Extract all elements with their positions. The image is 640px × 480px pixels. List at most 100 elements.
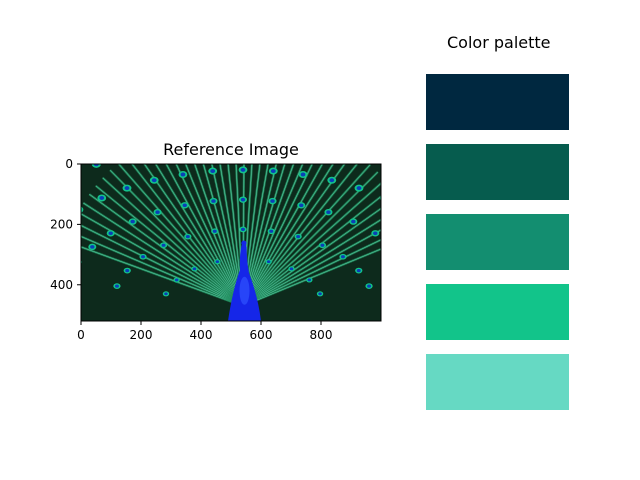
feather-eye — [414, 275, 422, 281]
feather-quill-highlight — [81, 213, 244, 307]
feather-quill-highlight — [155, 164, 244, 307]
feather-eye-center — [351, 219, 356, 224]
feather-eye-center — [141, 255, 146, 259]
feather-eye-center — [382, 196, 387, 200]
reference-image-title: Reference Image — [163, 140, 299, 159]
x-tick-label: 0 — [77, 328, 85, 342]
y-tick-label: 200 — [50, 217, 73, 231]
feather-quill-highlight — [109, 169, 244, 307]
feather-eye-center — [296, 234, 301, 239]
feather-eye — [15, 267, 24, 274]
feather-quill-highlight — [242, 208, 381, 307]
feather-eye — [358, 152, 367, 159]
x-tick-label: 400 — [190, 328, 213, 342]
feather-eye — [119, 152, 128, 159]
feather-eye-center — [269, 229, 274, 233]
feather-eye-center — [392, 245, 396, 249]
feather-eye — [403, 206, 412, 213]
feather-eye — [404, 259, 412, 265]
feather-quill-highlight — [242, 164, 334, 307]
feather-quill-highlight — [219, 164, 244, 306]
feather-eye-center — [45, 184, 50, 188]
feather-eye-center — [124, 186, 130, 191]
feather-quill-highlight — [242, 239, 381, 307]
palette-swatch — [426, 354, 569, 410]
feather-quill-highlight — [102, 177, 244, 307]
feather-eye-center — [174, 278, 179, 282]
feather-eye-center — [5, 212, 10, 216]
feather-eye-center — [240, 167, 246, 172]
feather-eye — [300, 140, 309, 147]
feather-quill-highlight — [81, 225, 244, 307]
feather-eye-center — [76, 260, 80, 264]
feather-eye-center — [413, 172, 418, 176]
peacock-body-highlight — [239, 276, 250, 305]
feather-eye-center — [212, 229, 217, 233]
feather-eye-center — [68, 172, 73, 176]
feather-eye-center — [16, 269, 21, 273]
palette-swatch — [426, 284, 569, 340]
feather-eye-center — [185, 234, 190, 239]
feather-quill-highlight — [211, 164, 244, 306]
peacock-head — [241, 240, 247, 246]
feather-eye-center — [210, 169, 216, 174]
feather-eye-center — [373, 231, 378, 236]
feather-eye — [390, 244, 398, 250]
feather-eye-center — [406, 260, 410, 264]
feather-eye-center — [320, 243, 325, 247]
feather-eye-center — [114, 284, 119, 288]
feather-eye-center — [215, 260, 220, 264]
feather-eye — [38, 234, 47, 241]
feather-quill-highlight — [242, 196, 381, 307]
feather-eye — [411, 171, 420, 178]
feather-eye — [3, 210, 12, 217]
palette-swatch — [426, 214, 569, 270]
feather-eye — [329, 145, 338, 152]
feather-quill-highlight — [242, 164, 294, 306]
feather-eye — [24, 250, 33, 257]
feather-eye-center — [108, 231, 113, 236]
feather-eye-center — [93, 164, 99, 167]
feather-eye-center — [387, 162, 392, 166]
feather-quill-highlight — [203, 164, 244, 306]
feather-quill-highlight — [175, 164, 244, 307]
feather-eye-center — [289, 267, 294, 271]
feather-quill-highlight — [89, 194, 244, 307]
feather-eye-center — [161, 243, 166, 247]
feather-eye-center — [121, 154, 126, 158]
feather-quill-highlight — [242, 219, 381, 307]
x-tick-label: 600 — [250, 328, 273, 342]
feather-eye-center — [299, 203, 304, 208]
feather-quill-highlight — [242, 183, 381, 307]
feather-eye-center — [405, 208, 410, 212]
feather-quill-highlight — [118, 164, 244, 307]
feather-eye-center — [240, 197, 246, 202]
feather-quill-highlight — [242, 229, 381, 307]
feather-eye-center — [266, 260, 271, 264]
palette-swatch — [426, 144, 569, 200]
feather-eye-center — [192, 267, 197, 271]
palette-title: Color palette — [447, 33, 551, 52]
feather-eye-center — [331, 147, 336, 151]
feather-quill-highlight — [95, 185, 244, 307]
feather-eye-center — [270, 199, 275, 203]
feather-eye-center — [40, 236, 45, 240]
x-tick-label: 800 — [310, 328, 333, 342]
feather-eye-center — [326, 210, 331, 214]
feather-quill-highlight — [242, 164, 277, 306]
feather-eye-center — [329, 178, 335, 183]
feather-quill-highlight — [242, 164, 286, 306]
feather-eye-center — [360, 154, 365, 158]
feather-eye-center — [270, 169, 276, 174]
peacock-image — [3, 140, 422, 321]
y-tick-label: 400 — [50, 278, 73, 292]
feather-quill-highlight — [131, 164, 244, 307]
feather-eye-center — [300, 172, 306, 177]
feather-eye-center — [130, 219, 135, 224]
feather-eye-center — [340, 255, 345, 259]
x-tick-label: 200 — [130, 328, 153, 342]
feather-eye-center — [180, 172, 186, 177]
feather-eye — [81, 206, 84, 213]
image-frame — [80, 163, 382, 322]
